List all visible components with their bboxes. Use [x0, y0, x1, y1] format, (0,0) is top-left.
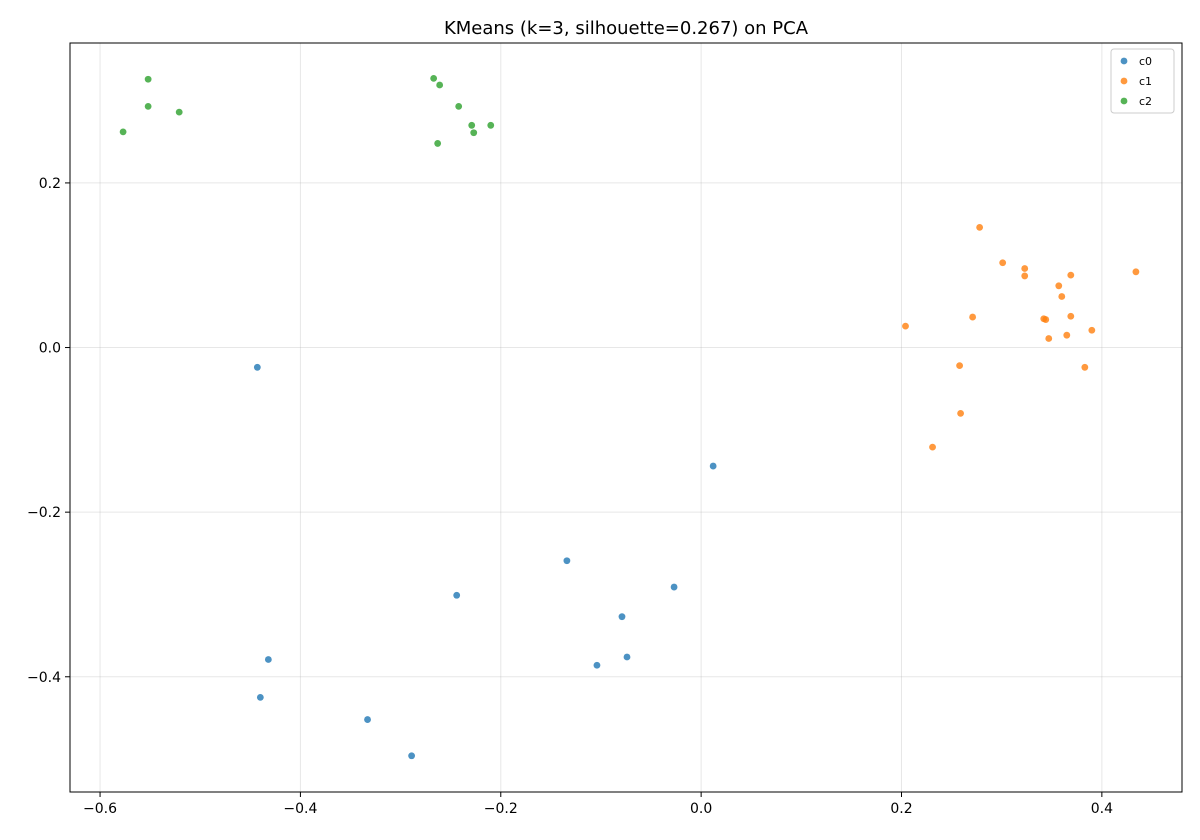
- legend-label-c1: c1: [1139, 75, 1152, 88]
- legend-marker-c1: [1120, 77, 1128, 85]
- point-c0: [563, 557, 571, 565]
- point-c0: [253, 363, 261, 371]
- point-c1: [1058, 293, 1066, 300]
- point-c0: [593, 661, 601, 669]
- point-c1: [999, 259, 1007, 267]
- x-tick-label: 0.2: [890, 801, 912, 817]
- point-c1: [969, 313, 977, 321]
- grid: [70, 43, 1182, 792]
- point-c0: [670, 583, 678, 591]
- point-c2: [468, 121, 476, 129]
- point-c2: [434, 140, 442, 147]
- point-c1: [1132, 268, 1140, 276]
- point-c0: [453, 591, 461, 599]
- legend-label-c0: c0: [1139, 55, 1152, 68]
- point-c2: [455, 102, 463, 110]
- point-c0: [709, 462, 717, 470]
- point-c1: [976, 223, 984, 231]
- point-c2: [487, 121, 495, 129]
- point-c1: [1042, 316, 1050, 323]
- point-c0: [408, 752, 416, 760]
- point-c2: [175, 108, 183, 116]
- point-c1: [1021, 272, 1029, 280]
- legend: c0 c1 c2: [1110, 48, 1175, 114]
- data-points: [119, 74, 1140, 760]
- point-c1: [929, 443, 936, 451]
- point-c1: [1067, 271, 1075, 279]
- axis-ticks: −0.6 −0.4 −0.2 0.0 0.2 0.4 −0.4 −0.2 0.0 0.2: [27, 176, 1113, 817]
- point-c1: [1081, 363, 1089, 371]
- legend-marker-c0: [1120, 57, 1128, 65]
- y-tick-label: −0.4: [27, 670, 61, 686]
- point-c2: [470, 129, 478, 137]
- point-c2: [436, 81, 444, 89]
- point-c1: [1045, 335, 1053, 342]
- point-c1: [956, 362, 963, 370]
- point-c2: [430, 74, 438, 82]
- legend-label-c2: c2: [1139, 95, 1152, 108]
- point-c1: [902, 322, 909, 330]
- point-c1: [1088, 326, 1096, 334]
- point-c1: [1021, 265, 1029, 272]
- legend-marker-c2: [1120, 97, 1128, 105]
- point-c0: [618, 613, 626, 621]
- x-tick-label: 0.0: [690, 801, 712, 817]
- point-c1: [1067, 312, 1075, 320]
- point-c0: [623, 653, 631, 661]
- y-tick-label: 0.2: [39, 176, 61, 192]
- legend-box: [1110, 48, 1175, 114]
- y-tick-label: −0.2: [27, 505, 61, 521]
- point-c2: [119, 128, 127, 136]
- point-c2: [144, 102, 152, 110]
- point-c1: [1055, 282, 1063, 290]
- point-c1: [957, 409, 965, 417]
- point-c0: [256, 693, 264, 701]
- point-c0: [364, 716, 371, 723]
- point-c0: [264, 656, 272, 663]
- x-tick-label: −0.4: [283, 801, 317, 817]
- x-tick-label: −0.6: [83, 801, 117, 817]
- x-tick-label: 0.4: [1091, 801, 1113, 817]
- chart-title: KMeans (k=3, silhouette=0.267) on PCA: [444, 18, 809, 39]
- point-c2: [144, 75, 152, 83]
- x-tick-label: −0.2: [484, 801, 518, 817]
- point-c1: [1063, 331, 1071, 339]
- y-tick-label: 0.0: [39, 341, 61, 357]
- plot-frame: [69, 42, 1183, 793]
